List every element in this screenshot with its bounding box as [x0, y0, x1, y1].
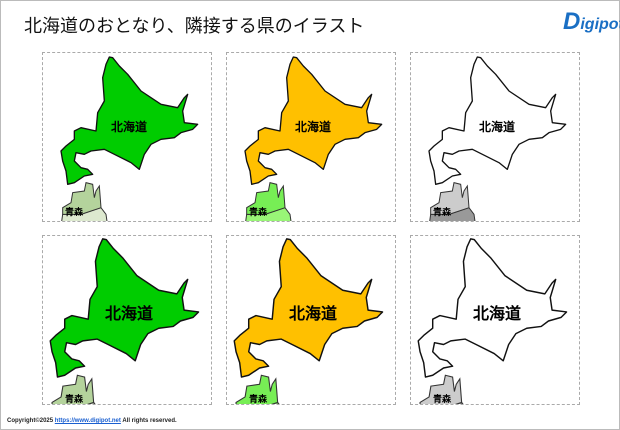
map-panel: 北海道 青森 [410, 52, 580, 222]
hokkaido-shape [244, 56, 383, 185]
aomori-shape [235, 374, 279, 404]
map-svg [417, 238, 568, 404]
map-panel: 北海道 青森 [226, 52, 396, 222]
footer: Copyright©2025 https://www.digipot.net A… [7, 418, 177, 424]
map-svg [233, 238, 384, 404]
aomori-shape [62, 182, 102, 215]
aomori-label: 青森 [249, 208, 268, 218]
aomori-label: 青森 [433, 208, 452, 218]
map-svg [49, 238, 200, 404]
aomori-shape [419, 374, 463, 404]
hokkaido-shape [49, 238, 200, 378]
map-panel: 北海道 青森 [410, 235, 580, 405]
hokkaido-label: 北海道 [295, 120, 332, 134]
map-svg [244, 56, 383, 221]
map-panel: 北海道 青森 [42, 52, 212, 222]
digipot-logo: Digipot [563, 8, 620, 35]
aomori-label: 青森 [65, 395, 84, 405]
hokkaido-label: 北海道 [473, 304, 522, 323]
hokkaido-shape [233, 238, 384, 378]
map-svg [60, 56, 199, 221]
site-link[interactable]: https://www.digipot.net [54, 418, 121, 424]
aomori-shape [430, 182, 470, 215]
page-title: 北海道のおとなり、隣接する県のイラスト [24, 16, 365, 37]
aomori-label: 青森 [433, 395, 452, 405]
aomori-label: 青森 [65, 208, 84, 218]
aomori-label: 青森 [249, 395, 268, 405]
map-panel: 北海道 青森 [226, 235, 396, 405]
map-panel: 北海道 青森 [42, 235, 212, 405]
hokkaido-label: 北海道 [111, 120, 148, 134]
hokkaido-shape [417, 238, 568, 378]
hokkaido-label: 北海道 [479, 120, 516, 134]
hokkaido-shape [428, 56, 567, 185]
hokkaido-label: 北海道 [105, 304, 154, 323]
map-svg [428, 56, 567, 221]
hokkaido-label: 北海道 [289, 304, 338, 323]
aomori-shape [51, 374, 95, 404]
aomori-shape [246, 182, 286, 215]
hokkaido-shape [60, 56, 199, 185]
